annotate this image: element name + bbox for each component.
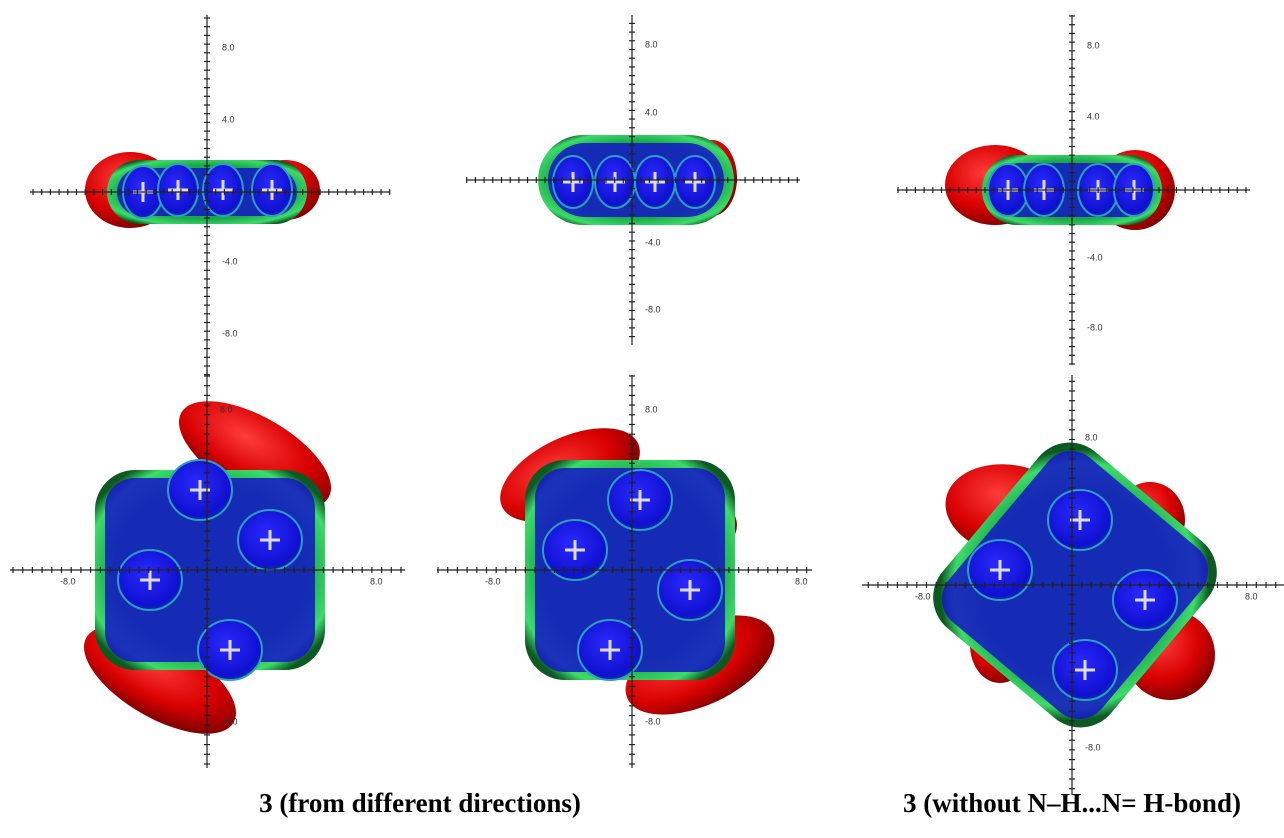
page: {"panels": [ {"tick_labels": ["8.0", "4.…	[0, 0, 1284, 838]
tick-label: 8.0	[220, 404, 233, 414]
tick-label: -8.0	[222, 328, 238, 338]
tick-label: 8.0	[370, 576, 383, 586]
tick-label: -8.0	[645, 716, 661, 726]
tick-label: -8.0	[915, 591, 931, 601]
caption: 3 (without N–H...N= H-bond)	[903, 788, 1241, 818]
tick-label: 8.0	[222, 42, 235, 52]
panel: 8.0 -8.0 8.0 -8.0	[10, 370, 405, 768]
caption: 3 (from different directions)	[259, 788, 581, 818]
tick-label: 8.0	[1245, 591, 1258, 601]
panel: 8.0 -8.0 8.0 -8.0	[437, 375, 812, 768]
panels: 8.0 4.0 -4.0 -8.0 8.0 4.0 -4.0 -8.0 8.0 4.0 -4.0 -8…	[10, 15, 1284, 795]
panel: 8.0 -8.0 8.0 -8.0	[862, 375, 1284, 795]
tick-label: 4.0	[645, 107, 658, 117]
tick-label: -4.0	[645, 237, 661, 247]
tick-label: -4.0	[222, 256, 238, 266]
tick-label: 8.0	[795, 576, 808, 586]
tick-label: 8.0	[645, 404, 658, 414]
tick-label: -8.0	[222, 716, 238, 726]
tick-label: -8.0	[645, 304, 661, 314]
figure: 8.0 4.0 -4.0 -8.0 8.0 4.0 -4.0 -8.0 8.0 4.0 -4.0 -8…	[0, 0, 1284, 838]
tick-label: -8.0	[485, 576, 501, 586]
tick-label: 4.0	[1087, 111, 1100, 121]
panel: 8.0 4.0 -4.0 -8.0	[466, 15, 800, 345]
tick-label: 8.0	[1087, 40, 1100, 50]
panel: 8.0 4.0 -4.0 -8.0	[897, 15, 1250, 365]
tick-label: -8.0	[1085, 742, 1101, 752]
tick-label: -8.0	[60, 576, 76, 586]
tick-label: -8.0	[1087, 322, 1103, 332]
tick-label: -4.0	[1087, 252, 1103, 262]
panel: 8.0 4.0 -4.0 -8.0	[30, 15, 390, 375]
tick-label: 4.0	[222, 114, 235, 124]
tick-label: 8.0	[1085, 432, 1098, 442]
tick-label: 8.0	[645, 39, 658, 49]
